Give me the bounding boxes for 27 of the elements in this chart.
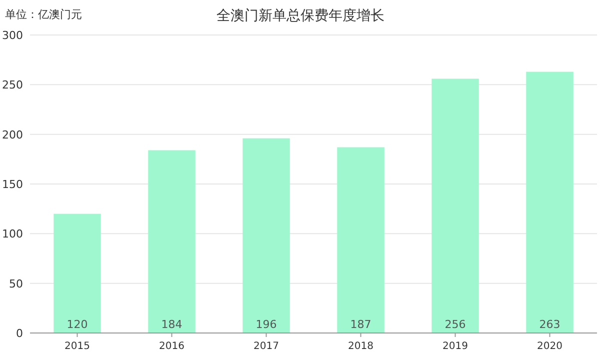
x-tick-label: 2016 [159, 341, 184, 352]
data-label: 120 [66, 318, 88, 331]
bar [242, 138, 290, 333]
x-tick-label: 2015 [64, 341, 90, 352]
bar [337, 147, 384, 333]
bar [432, 78, 479, 333]
y-tick-label: 250 [2, 78, 23, 92]
y-tick-label: 0 [16, 327, 23, 340]
data-label: 184 [161, 318, 182, 331]
data-label: 196 [256, 318, 277, 331]
x-tick-label: 2020 [537, 341, 562, 352]
x-tick-label: 2018 [348, 341, 374, 352]
y-tick-label: 300 [2, 29, 23, 42]
y-tick-label: 150 [2, 178, 23, 191]
bar [148, 150, 196, 333]
y-tick-label: 200 [2, 128, 23, 142]
bar [54, 214, 101, 333]
data-label: 263 [539, 318, 560, 331]
data-label: 187 [350, 318, 372, 331]
bar [526, 72, 574, 333]
y-axis-title: 单位：亿澳门元 [5, 8, 82, 21]
y-tick-label: 50 [9, 277, 23, 290]
data-label: 256 [444, 318, 466, 331]
x-tick-label: 2017 [254, 341, 279, 352]
chart-title: 全澳门新单总保费年度增长 [216, 8, 384, 24]
x-tick-label: 2019 [442, 341, 468, 352]
y-tick-label: 100 [2, 228, 23, 241]
